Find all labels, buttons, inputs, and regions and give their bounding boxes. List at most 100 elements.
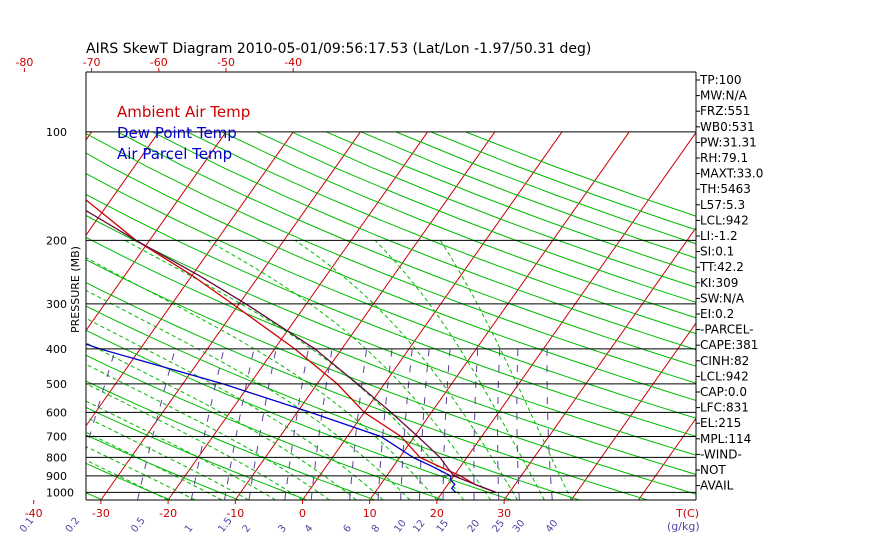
index-label: TT:42.2: [699, 260, 744, 274]
pressure-tick-label: 500: [46, 378, 67, 391]
mixing-ratio-line: [224, 348, 255, 500]
isotherm-line: [638, 417, 696, 500]
bottom-temp-tick-label: 0: [299, 507, 306, 520]
dry-adiabat-line: [86, 152, 696, 401]
moist-adiabat-line: [439, 240, 572, 500]
mixing-ratio-tick-label: 0.5: [129, 516, 147, 535]
mixing-ratio-line: [442, 348, 451, 500]
index-label: MW:N/A: [700, 89, 748, 103]
mixing-ratio-line: [349, 348, 368, 500]
top-temp-tick-label: -40: [284, 56, 302, 69]
dry-adiabat-line: [86, 354, 444, 500]
mixing-ratio-line: [516, 348, 520, 500]
index-label: LCL:942: [700, 213, 749, 227]
index-label: LFC:831: [700, 401, 749, 415]
pressure-tick-label: 100: [46, 126, 67, 139]
ambient-temp-line: [86, 199, 497, 494]
dry-adiabat-line: [86, 305, 580, 500]
bottom-temp-unit: T(C): [675, 507, 699, 520]
index-label: TP:100: [699, 73, 742, 87]
index-label: -WIND-: [700, 447, 742, 461]
mixing-ratio-line: [284, 348, 309, 500]
moist-adiabat-line: [86, 400, 276, 500]
mixing-ratio-line: [400, 348, 413, 500]
mixing-ratio-line: [473, 348, 479, 500]
isotherm-line: [86, 131, 294, 427]
dry-adiabat-line: [86, 329, 512, 500]
dry-adiabat-line: [86, 193, 696, 437]
pressure-tick-label: 700: [46, 431, 67, 444]
index-label: RH:79.1: [700, 151, 748, 165]
mixing-ratio-line: [137, 348, 176, 500]
index-label: CINH:82: [700, 354, 749, 368]
y-axis-label: PRESSURE (MB): [69, 246, 82, 333]
moist-adiabat-line: [374, 240, 545, 500]
background-lines: [0, 131, 696, 500]
dewpoint-temp-line: [86, 343, 457, 493]
legend: Ambient Air Temp Dew Point Temp Air Parc…: [117, 103, 250, 163]
moist-adiabat-line: [86, 257, 438, 500]
dry-adiabat-line: [86, 380, 376, 500]
bottom-temp-tick-label: -30: [92, 507, 110, 520]
mixing-ratio-tick-label: 8: [370, 523, 383, 535]
top-temp-tick-label: -50: [217, 56, 235, 69]
legend-dewpoint: Dew Point Temp: [117, 124, 237, 142]
mixing-ratio-tick-label: 0.2: [64, 516, 82, 535]
dry-adiabat-line: [221, 131, 696, 319]
mixing-ratio-line: [248, 348, 277, 500]
dry-adiabat-line: [152, 131, 696, 351]
moist-adiabat-line: [86, 383, 303, 500]
index-label: AVAIL: [700, 479, 734, 493]
dry-adiabat-line: [86, 462, 171, 500]
dry-adiabat-line: [117, 131, 696, 367]
isotherm-line: [86, 131, 227, 332]
mixing-ratio-tick-label: 15: [435, 518, 452, 535]
isotherm-line: [0, 132, 24, 500]
index-label: LI:-1.2: [700, 229, 738, 243]
mixing-ratio-line: [310, 348, 333, 500]
index-label: EL:215: [700, 416, 741, 430]
moist-adiabat-line: [86, 317, 384, 500]
isotherm-line: [302, 131, 563, 500]
mixing-ratio-tick-label: 10: [392, 518, 409, 535]
index-label: SW:N/A: [700, 291, 745, 305]
index-label: MAXT:33.0: [700, 167, 763, 181]
index-label: CAPE:381: [700, 338, 758, 352]
pressure-tick-label: 200: [46, 234, 67, 247]
index-label: WB0:531: [700, 120, 755, 134]
mixing-ratio-tick-label: 12: [411, 518, 428, 535]
mixing-ratio-tick-label: 3: [276, 523, 289, 535]
pressure-tick-label: 600: [46, 406, 67, 419]
index-label: PW:31.31: [700, 135, 757, 149]
bottom-temp-tick-label: -10: [226, 507, 244, 520]
index-label: LCL:942: [700, 369, 749, 383]
mixing-ratio-line: [546, 348, 553, 500]
mixing-ratio-tick-label: 30: [511, 518, 528, 535]
index-label: SI:0.1: [700, 245, 734, 259]
dry-adiabat-line: [86, 282, 648, 500]
mixing-ratio-tick-label: 2: [241, 523, 254, 535]
pressure-tick-label: 800: [46, 451, 67, 464]
moist-adiabat-line: [207, 239, 492, 500]
moist-adiabat-line: [86, 431, 223, 500]
pressure-tick-label: 900: [46, 470, 67, 483]
dry-adiabat-line: [256, 131, 696, 303]
dry-adiabat-line: [86, 172, 696, 419]
index-label: MPL:114: [700, 432, 751, 446]
dry-adiabat-line: [395, 131, 696, 245]
top-temp-tick-label: -60: [150, 56, 168, 69]
top-temp-tick-label: -70: [83, 56, 101, 69]
bottom-temp-tick-label: -20: [159, 507, 177, 520]
dry-adiabat-line: [86, 132, 696, 384]
mixing-ratio-tick-label: 4: [303, 523, 316, 535]
index-label: L57:5.3: [700, 198, 745, 212]
mixing-ratio-line: [190, 348, 225, 500]
top-temp-tick-label: -80: [15, 56, 33, 69]
bottom-temp-tick-label: -40: [25, 507, 43, 520]
index-label: KI:309: [700, 276, 738, 290]
isotherm-line: [167, 131, 428, 500]
index-label: -PARCEL-: [700, 323, 754, 337]
dry-adiabat-line: [465, 131, 696, 217]
dry-adiabat-line: [291, 131, 696, 288]
